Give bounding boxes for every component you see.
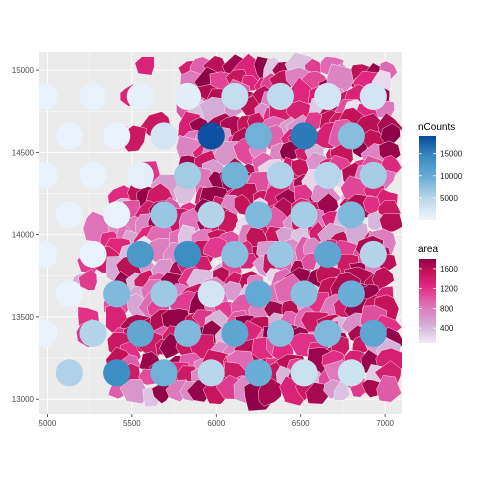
spot bbox=[150, 359, 178, 387]
spot bbox=[55, 201, 83, 229]
x-tick-label: 7000 bbox=[376, 419, 394, 428]
y-tick-label: 14500 bbox=[12, 148, 35, 157]
spot bbox=[174, 319, 202, 347]
legend-ncounts-title: nCounts bbox=[418, 122, 455, 133]
spot bbox=[39, 319, 58, 347]
spot bbox=[314, 240, 342, 268]
legend-tick-label: 10000 bbox=[440, 172, 463, 181]
spot bbox=[337, 122, 365, 150]
spot bbox=[126, 82, 154, 110]
spot bbox=[221, 82, 249, 110]
spot bbox=[197, 280, 225, 308]
legend-tick-label: 15000 bbox=[440, 150, 463, 159]
legend-ncounts-colorbar bbox=[419, 136, 436, 220]
spot bbox=[150, 280, 178, 308]
spot bbox=[266, 161, 294, 189]
spot bbox=[266, 82, 294, 110]
spot bbox=[55, 359, 83, 387]
axes: 5000 5500 6000 6500 7000 13000 13500 14000 14500… bbox=[12, 66, 395, 428]
spot bbox=[314, 82, 342, 110]
spot bbox=[221, 319, 249, 347]
cell-polygon bbox=[379, 213, 402, 233]
cell-polygon bbox=[78, 269, 98, 291]
legend-tick-label: 1200 bbox=[440, 285, 458, 294]
legend-tick-label: 800 bbox=[440, 304, 454, 313]
spot bbox=[197, 359, 225, 387]
spot bbox=[150, 122, 178, 150]
y-tick-label: 13500 bbox=[12, 313, 35, 322]
cell-polygon bbox=[119, 378, 150, 405]
spot bbox=[197, 122, 225, 150]
spot bbox=[55, 122, 83, 150]
spot bbox=[39, 161, 58, 189]
spot bbox=[126, 161, 154, 189]
spot bbox=[103, 280, 131, 308]
spot bbox=[55, 280, 83, 308]
spot bbox=[290, 359, 318, 387]
spot bbox=[79, 161, 107, 189]
legend-tick-label: 5000 bbox=[440, 194, 458, 203]
spots-ncounts bbox=[39, 82, 387, 387]
y-tick-label: 15000 bbox=[12, 66, 35, 75]
spot bbox=[174, 161, 202, 189]
spot bbox=[103, 201, 131, 229]
spot bbox=[150, 201, 178, 229]
cell-polygon bbox=[134, 56, 155, 76]
spot bbox=[290, 122, 318, 150]
spot bbox=[103, 122, 131, 150]
legend-ncounts-ticks: 5000 10000 15000 bbox=[419, 150, 463, 203]
spot bbox=[221, 240, 249, 268]
spot bbox=[290, 201, 318, 229]
spot bbox=[244, 280, 273, 308]
spot bbox=[126, 319, 154, 347]
spot bbox=[337, 359, 365, 387]
legend-area-colorbar bbox=[419, 259, 436, 343]
spot bbox=[174, 82, 202, 110]
x-tick-label: 6000 bbox=[207, 419, 225, 428]
spot bbox=[103, 359, 131, 387]
spot bbox=[266, 319, 294, 347]
spot bbox=[266, 240, 294, 268]
cell-polygon bbox=[257, 377, 284, 407]
spot bbox=[337, 201, 365, 229]
spot bbox=[314, 161, 342, 189]
x-tick-label: 5000 bbox=[39, 419, 57, 428]
legend-tick-label: 400 bbox=[440, 324, 454, 333]
spot bbox=[290, 280, 318, 308]
cell-polygon bbox=[376, 375, 402, 403]
spot bbox=[244, 201, 273, 229]
spot bbox=[244, 122, 273, 150]
x-tick-label: 6500 bbox=[292, 419, 310, 428]
spot bbox=[337, 280, 365, 308]
spot bbox=[221, 161, 249, 189]
spot bbox=[79, 82, 107, 110]
x-tick-label: 5500 bbox=[123, 419, 141, 428]
spot bbox=[174, 240, 202, 268]
y-tick-label: 13000 bbox=[12, 395, 35, 404]
spot bbox=[126, 240, 154, 268]
spot bbox=[79, 319, 107, 347]
legend-tick-label: 1600 bbox=[440, 265, 458, 274]
spot bbox=[39, 82, 58, 110]
spot bbox=[359, 319, 387, 347]
legend-area: area 400 800 1200 1600 bbox=[418, 244, 458, 343]
spot bbox=[359, 240, 387, 268]
y-tick-label: 14000 bbox=[12, 231, 35, 240]
spot bbox=[359, 82, 387, 110]
legend-area-title: area bbox=[418, 244, 438, 255]
legend-area-ticks: 400 800 1200 1600 bbox=[419, 265, 458, 333]
legend-ncounts: nCounts 5000 10000 15000 bbox=[418, 122, 463, 220]
spot bbox=[359, 161, 387, 189]
spot bbox=[79, 240, 107, 268]
spot bbox=[244, 359, 273, 387]
spot bbox=[39, 240, 58, 268]
spot bbox=[314, 319, 342, 347]
spot bbox=[197, 201, 225, 229]
